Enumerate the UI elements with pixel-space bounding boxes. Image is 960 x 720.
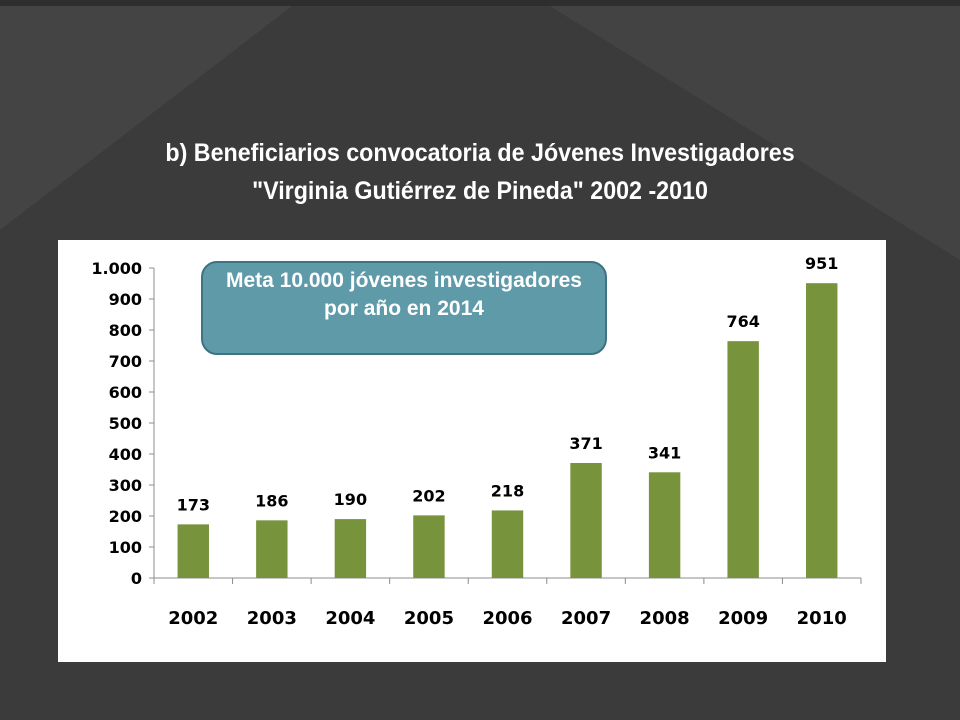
bar-data-label: 190	[334, 490, 367, 509]
bar	[570, 462, 602, 578]
bar-data-label: 371	[569, 434, 602, 453]
bar	[334, 519, 367, 578]
x-tick-label: 2006	[482, 608, 532, 629]
x-tick-label: 2010	[797, 608, 847, 629]
y-tick-label: 0	[131, 569, 142, 588]
y-tick-label: 900	[109, 290, 142, 309]
y-tick-label: 400	[109, 445, 142, 464]
bar	[806, 283, 838, 578]
y-tick-label: 800	[109, 321, 142, 340]
goal-callout: Meta 10.000 jóvenes investigadores por a…	[201, 261, 607, 355]
bar-data-label: 951	[805, 254, 838, 273]
bar	[648, 472, 681, 578]
y-tick-label: 1.000	[91, 259, 142, 278]
y-tick-label: 300	[109, 476, 142, 495]
y-tick-label: 200	[109, 507, 142, 526]
chart-panel: 0 100 200 300 400 500 600 700 800 900 1.000 173 2002…	[58, 240, 886, 662]
bar-chart: 0 100 200 300 400 500 600 700 800 900 1.000 173 2002…	[91, 254, 862, 629]
slide-title: b) Beneficiarios convocatoria de Jóvenes…	[71, 134, 889, 210]
title-line-2: "Virginia Gutiérrez de Pineda" 2002 -201…	[252, 177, 708, 205]
y-tick-label: 500	[109, 414, 142, 433]
y-tick-label: 600	[109, 383, 142, 402]
bar	[727, 341, 759, 578]
x-tick-label: 2007	[561, 608, 611, 629]
bar-data-label: 218	[491, 481, 524, 500]
bar	[256, 520, 288, 578]
x-tick-label: 2008	[640, 608, 690, 629]
x-tick-label: 2003	[247, 608, 297, 629]
bar	[413, 515, 445, 578]
bar-data-label: 341	[648, 443, 681, 462]
bar-data-label: 202	[412, 486, 445, 505]
x-tick-label: 2002	[168, 608, 218, 629]
x-tick-label: 2004	[325, 608, 375, 629]
x-tick-label: 2005	[404, 608, 454, 629]
bar-data-label: 186	[255, 491, 288, 510]
bar	[491, 510, 524, 578]
bar-data-label: 173	[177, 495, 210, 514]
x-tick-label: 2009	[718, 608, 768, 629]
y-tick-label: 700	[109, 352, 142, 371]
y-tick-label: 100	[109, 538, 142, 557]
title-line-1: b) Beneficiarios convocatoria de Jóvenes…	[165, 139, 795, 167]
bar-data-label: 764	[726, 312, 759, 331]
bar	[177, 524, 209, 578]
